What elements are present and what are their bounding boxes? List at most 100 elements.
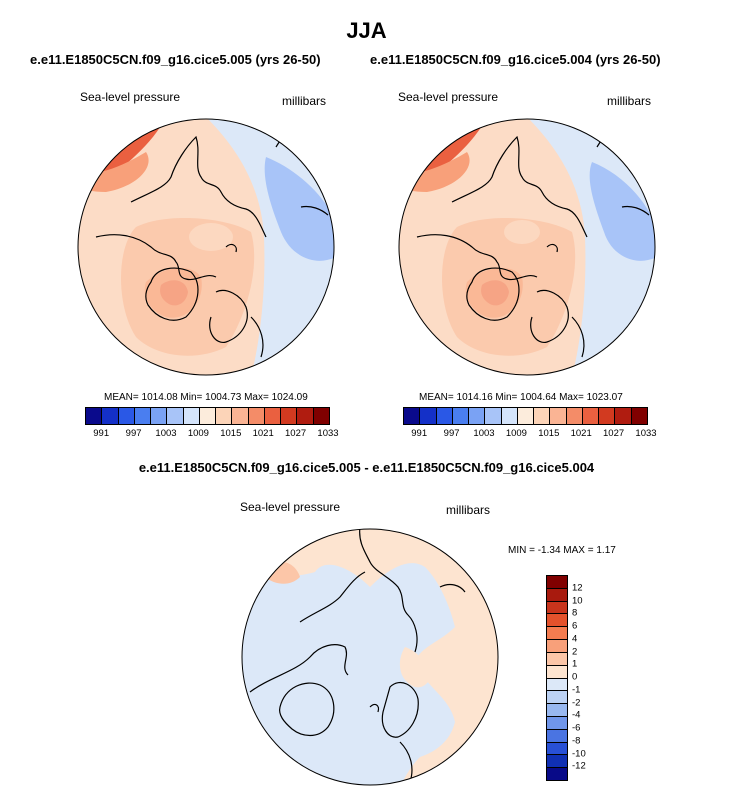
panel-b-colorbar-tick-label: 1015 bbox=[538, 428, 560, 439]
panel-a-low-core bbox=[264, 157, 334, 261]
diff-colorbar-swatch bbox=[547, 716, 567, 730]
panel-b-colorbar-tick-label: 1009 bbox=[505, 428, 527, 439]
season-title: JJA bbox=[346, 18, 387, 43]
panel-b-colorbar-swatch bbox=[550, 408, 567, 424]
panel-b-map bbox=[398, 118, 656, 376]
panel-b-colorbar-swatch bbox=[534, 408, 551, 424]
panel-b-colorbar-swatch bbox=[452, 408, 470, 424]
panel-b-colorbar-tick-label: 1021 bbox=[570, 428, 592, 439]
panel-b-boundary bbox=[398, 118, 656, 376]
diff-colorbar-tick-label: -12 bbox=[572, 760, 586, 772]
diff-colorbar-tick-label: -4 bbox=[572, 709, 581, 721]
diff-colorbar-tick-label: 4 bbox=[572, 633, 578, 645]
panel-a-colorbar-tick-label: 1033 bbox=[317, 428, 339, 439]
panel-b-low-region bbox=[527, 119, 655, 375]
diff-colorbar-swatch bbox=[547, 576, 567, 589]
diff-colorbar-swatch bbox=[547, 601, 567, 615]
diff-colorbar-tick-label: -10 bbox=[572, 748, 586, 759]
panel-b-colorbar-swatch bbox=[420, 408, 437, 424]
panel-b-colorbar-swatch bbox=[582, 408, 600, 424]
diff-stats: MIN = -1.34 MAX = 1.17 bbox=[508, 545, 616, 556]
panel-a-colorbar-swatch bbox=[297, 408, 314, 424]
panel-a-boundary bbox=[77, 118, 335, 376]
diff-colorbar-tick-label: 12 bbox=[572, 582, 583, 594]
panel-a-colorbar-swatch bbox=[313, 408, 329, 424]
panel-a-colorbar-swatch bbox=[216, 408, 233, 424]
case-a-title: e.e11.E1850C5CN.f09_g16.cice5.005 (yrs 2… bbox=[30, 52, 321, 67]
panel-b-coastlines bbox=[416, 124, 650, 358]
diff-colorbar-tick-label: -1 bbox=[572, 684, 581, 696]
panel-a-colorbar-swatch bbox=[134, 408, 152, 424]
panel-b-colorbar-swatch bbox=[404, 408, 421, 424]
diff-colorbar-swatch bbox=[547, 742, 567, 756]
panel-a-colorbar-tick-label: 1009 bbox=[187, 428, 209, 439]
panel-a-colorbar-swatch bbox=[281, 408, 298, 424]
panel-b-colorbar-swatch bbox=[436, 408, 453, 424]
panel-a-colorbar-tick-label: 1015 bbox=[220, 428, 242, 439]
panel-b-colorbar-swatch bbox=[517, 408, 535, 424]
diff-colorbar bbox=[546, 575, 568, 781]
diff-colorbar-swatch bbox=[547, 640, 567, 653]
panel-a-colorbar-swatch bbox=[118, 408, 135, 424]
diff-colorbar-swatch bbox=[547, 627, 567, 641]
diff-colorbar-swatch bbox=[547, 678, 567, 692]
panel-a-colorbar-tick-label: 991 bbox=[93, 428, 110, 439]
panel-a-central-arctic bbox=[121, 217, 255, 356]
panel-a-units: millibars bbox=[282, 94, 327, 108]
panel-b-colorbar-tick-label: 997 bbox=[443, 428, 460, 439]
diff-units: millibars bbox=[446, 503, 491, 517]
panel-a-colorbar-swatch bbox=[167, 408, 184, 424]
panel-a-colorbar-swatch bbox=[248, 408, 265, 424]
diff-colorbar-tick-label: 8 bbox=[572, 607, 578, 619]
panel-b-stats: MEAN= 1014.16 Min= 1004.64 Max= 1023.07 bbox=[419, 392, 623, 403]
panel-b-colorbar-tick-label: 1033 bbox=[635, 428, 657, 439]
diff-colorbar-swatch bbox=[547, 755, 567, 769]
diff-colorbar-tick-label: 1 bbox=[572, 658, 578, 670]
panel-a-colorbar-tick-label: 1021 bbox=[252, 428, 274, 439]
panel-a-weak-center bbox=[189, 223, 233, 251]
panel-b-colorbar-swatch bbox=[469, 408, 486, 424]
panel-a-colorbar-tick-label: 1027 bbox=[285, 428, 307, 439]
panel-b-colorbar-swatch bbox=[485, 408, 502, 424]
diff-variable: Sea-level pressure bbox=[240, 500, 341, 514]
diff-colorbar-tick-label: 0 bbox=[572, 671, 578, 683]
panel-a-colorbar-swatch bbox=[199, 408, 217, 424]
diff-colorbar-tick-label: -6 bbox=[572, 722, 581, 734]
panel-b-central-arctic bbox=[442, 217, 576, 356]
panel-b-colorbar-swatch bbox=[599, 408, 616, 424]
panel-b-colorbar-swatch bbox=[501, 408, 518, 424]
panel-b-colorbar-tick-label: 1027 bbox=[603, 428, 625, 439]
diff-colorbar-swatch bbox=[547, 704, 567, 717]
panel-b-units: millibars bbox=[607, 94, 652, 108]
panel-a-colorbar-swatch bbox=[183, 408, 200, 424]
diff-colorbar-ticks: 12 10 8 6 4 2 1 0 -1 -2 -4 -6 -8 -10 -12 bbox=[572, 575, 602, 779]
panel-a-colorbar-swatch bbox=[151, 408, 168, 424]
diff-colorbar-swatch bbox=[547, 768, 567, 780]
panel-b-variable: Sea-level pressure bbox=[398, 90, 499, 104]
diff-boundary bbox=[241, 528, 499, 786]
panel-a-colorbar-ticks: 991 997 1003 1009 1015 1021 1027 1033 bbox=[85, 428, 338, 440]
panel-b-colorbar-tick-label: 1003 bbox=[473, 428, 495, 439]
panel-b-colorbar-swatch bbox=[566, 408, 583, 424]
panel-a-colorbar-tick-label: 997 bbox=[125, 428, 142, 439]
diff-colorbar-tick-label: 10 bbox=[572, 595, 583, 606]
panel-a-colorbar-tick-label: 1003 bbox=[155, 428, 177, 439]
diff-colorbar-tick-label: 6 bbox=[572, 620, 578, 632]
diff-map bbox=[241, 528, 499, 786]
diff-colorbar-tick-label: 2 bbox=[572, 646, 578, 657]
panel-b-colorbar-swatch bbox=[631, 408, 647, 424]
case-b-title: e.e11.E1850C5CN.f09_g16.cice5.004 (yrs 2… bbox=[370, 52, 661, 67]
panel-a-colorbar-swatch bbox=[102, 408, 119, 424]
panel-b-colorbar bbox=[403, 407, 648, 425]
panel-a-colorbar-swatch bbox=[232, 408, 249, 424]
panel-b-weak-center bbox=[504, 220, 540, 244]
panel-a-map bbox=[77, 118, 335, 376]
panel-b-colorbar-tick-label: 991 bbox=[411, 428, 428, 439]
diff-colorbar-swatch bbox=[547, 652, 567, 666]
diff-positive-scandinavia bbox=[399, 647, 429, 688]
diff-positive-ne bbox=[458, 587, 482, 624]
diff-colorbar-swatch bbox=[547, 588, 567, 602]
diff-colorbar-tick-label: -2 bbox=[572, 697, 581, 708]
diff-colorbar-tick-label: -8 bbox=[572, 735, 581, 747]
diff-coastlines bbox=[249, 529, 466, 783]
